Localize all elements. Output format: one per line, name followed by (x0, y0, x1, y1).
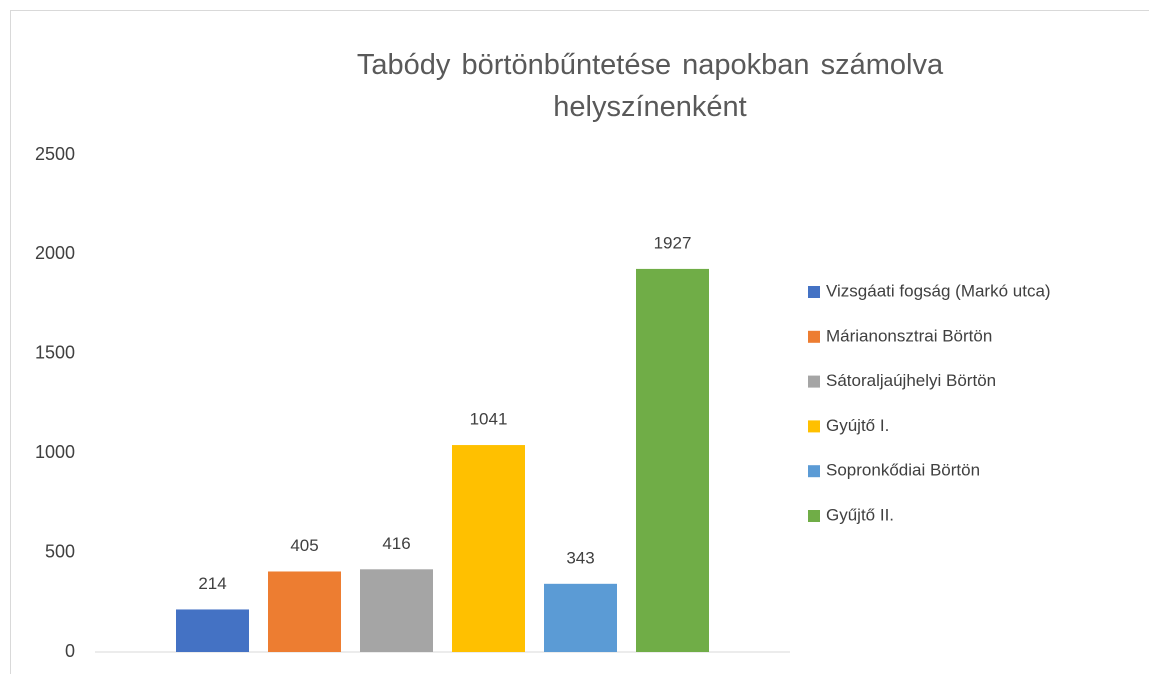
data-label: 214 (198, 574, 226, 593)
y-tick-label: 2000 (35, 243, 75, 263)
legend-swatch (808, 510, 820, 522)
legend-swatch (808, 465, 820, 478)
legend-swatch (808, 286, 820, 298)
y-tick-label: 500 (45, 541, 75, 561)
legend-label: Gyújtő I. (826, 416, 889, 435)
legend-swatch (808, 420, 820, 433)
y-tick-label: 1500 (35, 343, 75, 363)
chart-title: Tabódy börtönbűntetése napokban számolva… (356, 49, 944, 123)
bar (268, 571, 341, 652)
y-tick-label: 1000 (35, 442, 75, 462)
legend-label: Márianonsztrai Börtön (826, 326, 992, 345)
y-tick-label: 0 (65, 641, 75, 661)
bar (636, 268, 709, 652)
data-label: 1041 (470, 410, 508, 429)
legend-label: Vizsgáati fogság (Markó utca) (826, 281, 1051, 300)
chart-border (10, 10, 1149, 674)
data-label: 416 (382, 534, 410, 553)
bar (360, 569, 433, 652)
legend-swatch (808, 330, 820, 343)
legend-label: Sátoraljaújhelyi Börtön (826, 371, 996, 390)
bar (176, 609, 249, 652)
bar (544, 583, 617, 652)
data-label: 343 (566, 548, 594, 567)
y-tick-label: 2500 (35, 144, 75, 164)
bar (452, 445, 525, 652)
legend-label: Gyűjtő II. (826, 505, 894, 524)
data-label: 405 (290, 536, 318, 555)
data-label: 1927 (654, 233, 692, 252)
legend-swatch (808, 375, 820, 388)
legend-label: Sopronkődiai Börtön (826, 461, 980, 480)
